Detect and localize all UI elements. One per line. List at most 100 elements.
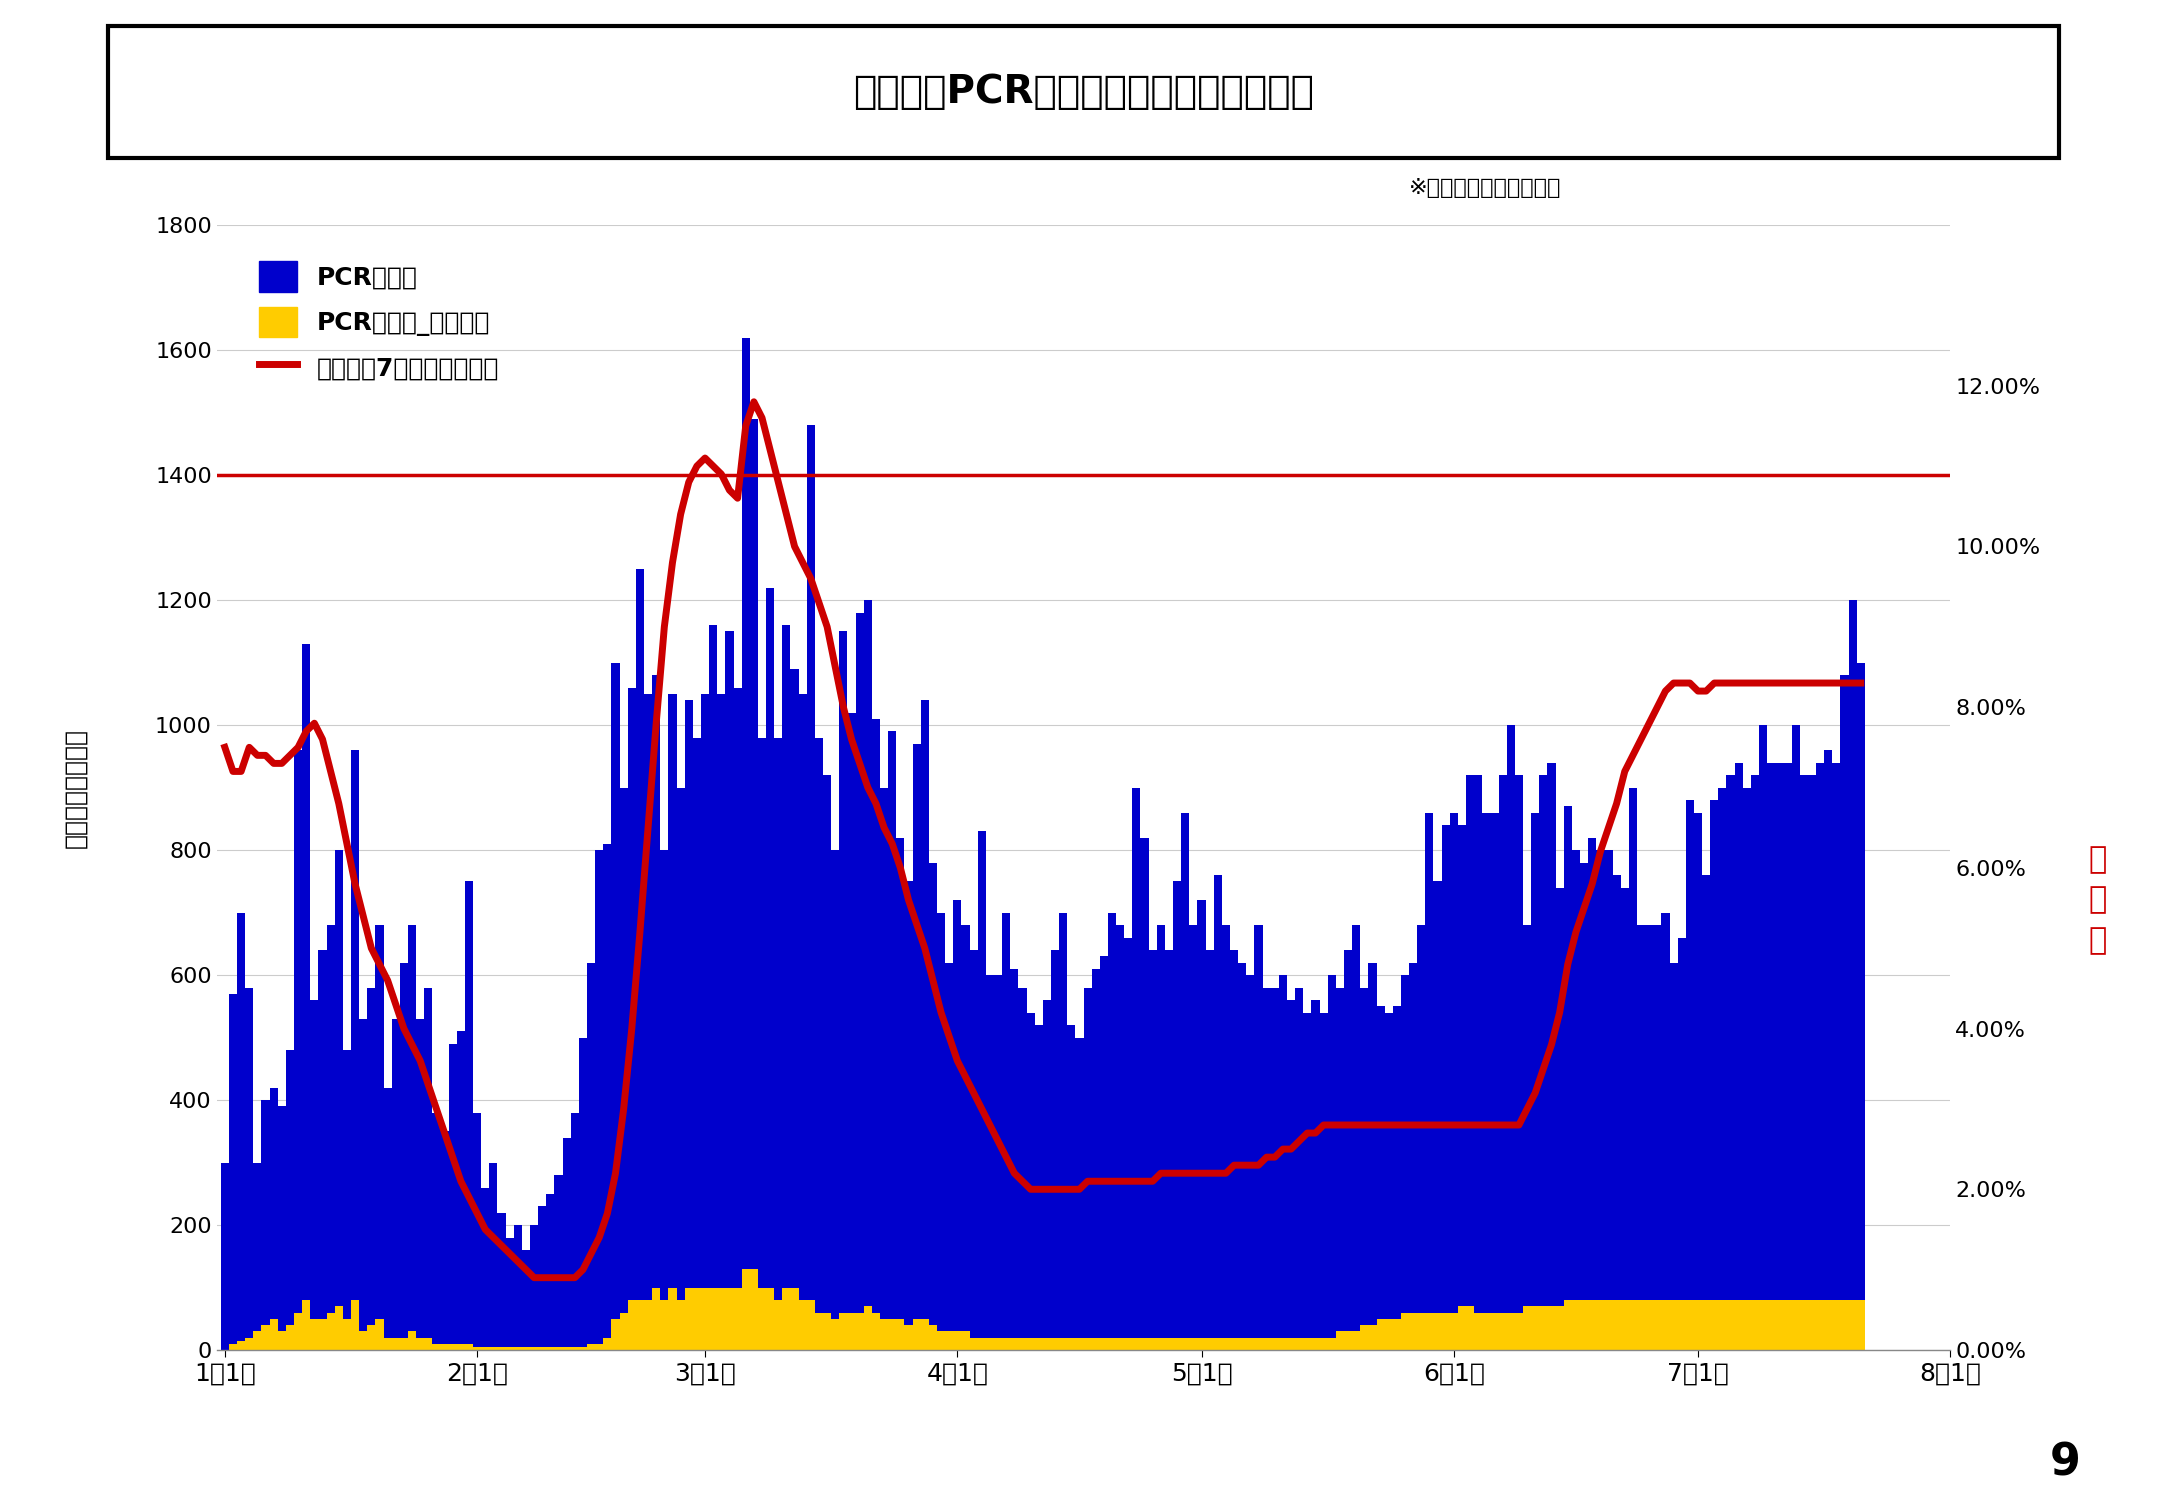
Bar bbox=[880, 788, 888, 1350]
Bar bbox=[1833, 1300, 1840, 1350]
Bar bbox=[563, 1137, 570, 1350]
Bar bbox=[1311, 1000, 1320, 1350]
Bar bbox=[904, 882, 912, 1350]
Text: 9: 9 bbox=[2050, 1442, 2080, 1485]
Bar bbox=[1751, 1300, 1760, 1350]
Bar bbox=[1060, 1338, 1066, 1350]
Bar bbox=[262, 1100, 269, 1350]
Bar bbox=[1571, 1300, 1580, 1350]
Bar bbox=[537, 1206, 546, 1350]
Bar bbox=[1441, 1312, 1450, 1350]
Bar bbox=[301, 1300, 310, 1350]
Bar bbox=[945, 963, 953, 1350]
Bar bbox=[661, 1300, 667, 1350]
Bar bbox=[1140, 1338, 1149, 1350]
Bar bbox=[1075, 1338, 1084, 1350]
Bar bbox=[587, 963, 596, 1350]
Bar bbox=[1296, 1338, 1302, 1350]
Bar bbox=[904, 1324, 912, 1350]
Bar bbox=[1766, 762, 1775, 1350]
Bar bbox=[1450, 813, 1458, 1350]
Bar bbox=[505, 1238, 514, 1350]
Bar bbox=[425, 1338, 433, 1350]
Bar bbox=[1523, 926, 1532, 1350]
Bar bbox=[1612, 874, 1621, 1350]
Bar bbox=[1133, 788, 1140, 1350]
Bar bbox=[1612, 1300, 1621, 1350]
Bar bbox=[1792, 1300, 1801, 1350]
Bar bbox=[865, 1306, 871, 1350]
Bar bbox=[1426, 813, 1435, 1350]
Bar bbox=[1393, 1318, 1400, 1350]
Bar bbox=[579, 1038, 587, 1350]
Bar bbox=[457, 1032, 466, 1350]
Bar bbox=[709, 626, 717, 1350]
Bar bbox=[1060, 912, 1066, 1350]
Bar bbox=[977, 831, 986, 1350]
Bar bbox=[1385, 1013, 1393, 1350]
Bar bbox=[1718, 788, 1727, 1350]
Bar bbox=[1335, 987, 1344, 1350]
Bar bbox=[327, 926, 334, 1350]
Bar bbox=[1701, 1300, 1710, 1350]
Bar bbox=[1669, 963, 1677, 1350]
Bar bbox=[433, 1113, 440, 1350]
Bar bbox=[1588, 837, 1597, 1350]
Bar bbox=[1231, 1338, 1237, 1350]
Bar bbox=[1190, 1338, 1198, 1350]
Bar bbox=[570, 1113, 579, 1350]
Bar bbox=[1766, 1300, 1775, 1350]
Bar bbox=[286, 1324, 295, 1350]
Bar bbox=[847, 1312, 856, 1350]
Bar bbox=[685, 1287, 693, 1350]
Bar bbox=[1092, 969, 1101, 1350]
Bar bbox=[1474, 776, 1482, 1350]
Bar bbox=[1302, 1013, 1311, 1350]
Bar bbox=[310, 1318, 319, 1350]
Bar bbox=[1042, 1338, 1051, 1350]
Bar bbox=[1409, 963, 1417, 1350]
Bar bbox=[806, 424, 815, 1350]
Bar bbox=[245, 1338, 254, 1350]
Bar bbox=[1500, 776, 1506, 1350]
Bar bbox=[750, 419, 758, 1350]
Bar bbox=[962, 1332, 969, 1350]
Bar bbox=[1857, 663, 1866, 1350]
Bar bbox=[286, 1050, 295, 1350]
Bar bbox=[1270, 1338, 1279, 1350]
Bar bbox=[945, 1332, 953, 1350]
Bar bbox=[1181, 1338, 1190, 1350]
Bar bbox=[1287, 1338, 1296, 1350]
Bar bbox=[1205, 950, 1214, 1350]
Bar bbox=[1157, 1338, 1166, 1350]
Bar bbox=[806, 1300, 815, 1350]
Bar bbox=[888, 1318, 897, 1350]
Bar bbox=[1328, 1338, 1335, 1350]
Bar bbox=[1034, 1024, 1042, 1350]
Bar bbox=[1222, 926, 1231, 1350]
Bar bbox=[433, 1344, 440, 1350]
Bar bbox=[449, 1344, 457, 1350]
Bar bbox=[1630, 788, 1636, 1350]
Bar bbox=[262, 1324, 269, 1350]
Bar bbox=[531, 1347, 537, 1350]
Bar bbox=[401, 1338, 407, 1350]
Bar bbox=[236, 1341, 245, 1350]
Bar bbox=[1441, 825, 1450, 1350]
Bar bbox=[342, 1050, 351, 1350]
Bar bbox=[1133, 1338, 1140, 1350]
Bar bbox=[936, 912, 945, 1350]
Bar bbox=[1376, 1007, 1385, 1350]
Bar bbox=[921, 700, 930, 1350]
Bar bbox=[832, 1318, 839, 1350]
Bar bbox=[1734, 1300, 1742, 1350]
Bar bbox=[1500, 1312, 1506, 1350]
Bar bbox=[644, 1300, 652, 1350]
Bar bbox=[555, 1174, 563, 1350]
Bar bbox=[774, 738, 782, 1350]
Bar bbox=[635, 1300, 644, 1350]
Bar bbox=[936, 1332, 945, 1350]
Bar bbox=[1556, 888, 1565, 1350]
Bar bbox=[732, 1287, 741, 1350]
Bar bbox=[1467, 776, 1474, 1350]
